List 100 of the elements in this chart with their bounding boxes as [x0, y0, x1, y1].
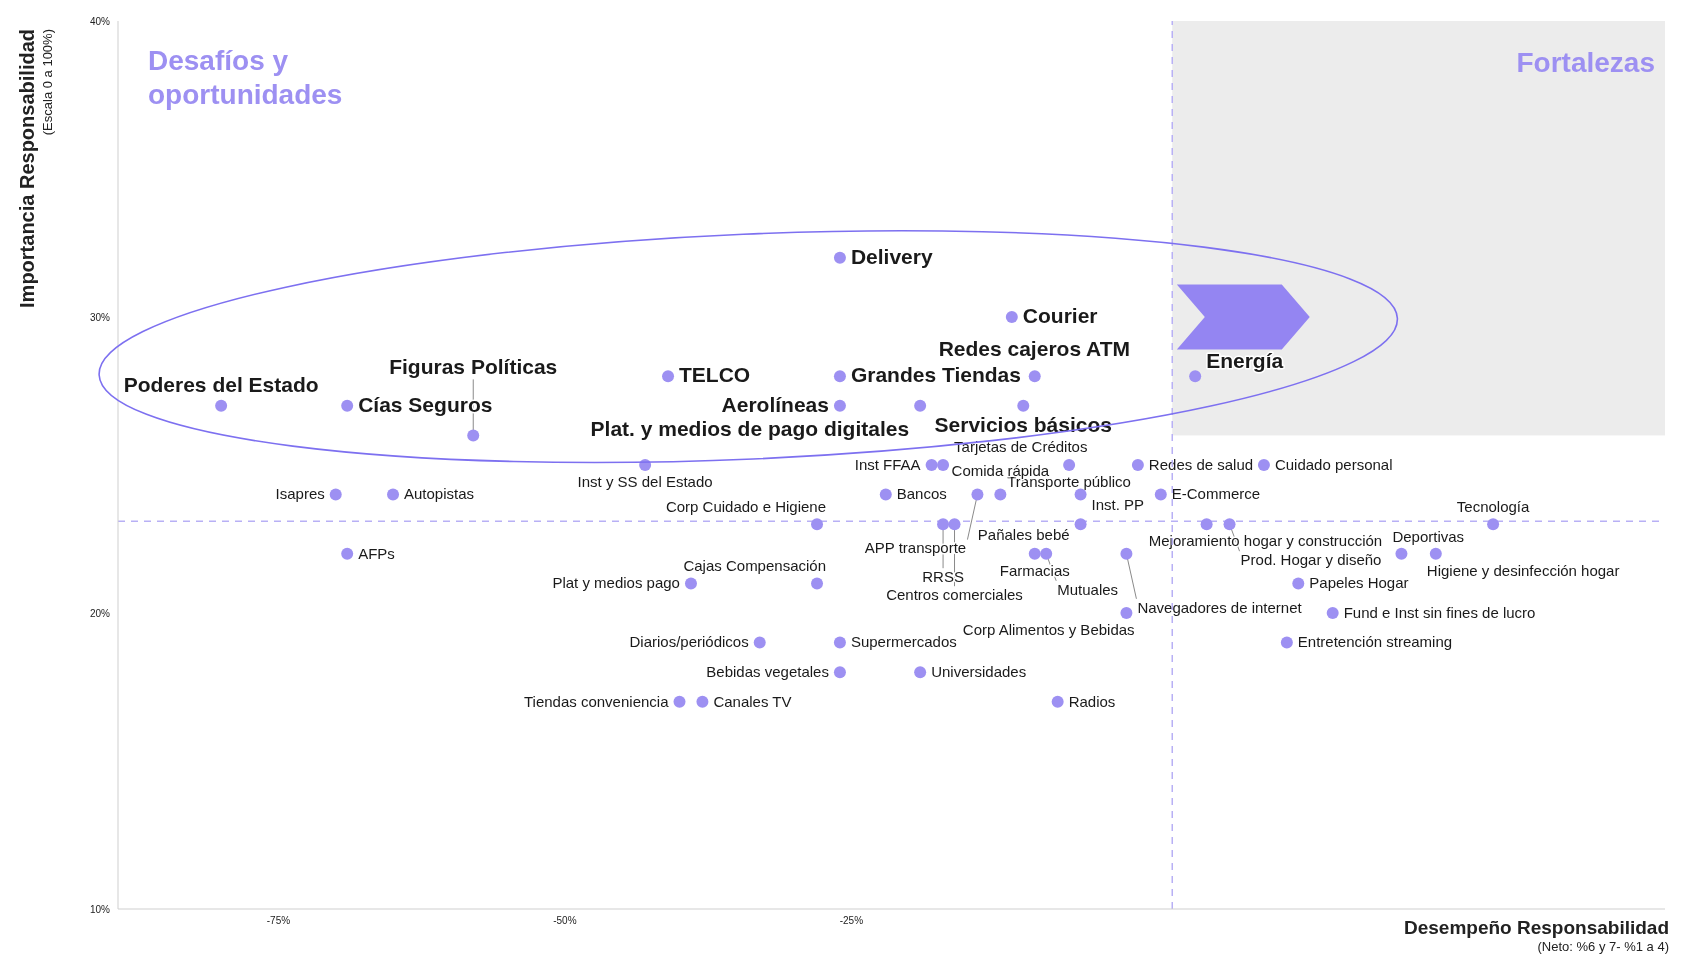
annotation: AFPs	[358, 544, 395, 562]
annotation: Prod. Hogar y diseño	[1240, 551, 1382, 568]
point	[1487, 518, 1500, 531]
annotation: Poderes del Estado	[123, 372, 319, 396]
annotation: Radios	[1068, 692, 1116, 710]
annotation: Inst FFAA	[854, 455, 921, 473]
point	[673, 695, 686, 708]
y-axis-title: Importancia Responsabilidad	[16, 29, 38, 308]
point	[914, 666, 927, 679]
annotation: Pañales bebé	[977, 526, 1070, 543]
point	[948, 518, 961, 531]
annotation: Grandes Tiendas	[850, 363, 1021, 387]
point	[833, 370, 846, 383]
point	[1154, 488, 1167, 501]
annotation: Cuidado personal	[1274, 455, 1393, 473]
annotation: Courier	[1022, 304, 1098, 328]
annotation: Cías Seguros	[358, 392, 493, 416]
point	[1040, 547, 1053, 560]
annotation: Inst y SS del Estado	[577, 472, 713, 490]
point	[753, 636, 766, 649]
y-tick-label: 20%	[89, 607, 111, 619]
point	[937, 459, 950, 471]
point	[879, 488, 892, 501]
y-tick-label: 30%	[89, 311, 111, 323]
point	[1074, 488, 1087, 501]
point	[833, 666, 846, 679]
point	[1063, 459, 1076, 471]
annotation: Mejoramiento hogar y construcción	[1148, 532, 1383, 549]
annotation: Figuras Políticas	[389, 354, 558, 378]
annotation: Inst. PP	[1091, 496, 1145, 514]
annotation: Supermercados	[850, 633, 957, 651]
point	[1292, 577, 1305, 590]
annotation: Navegadores de internet	[1137, 598, 1303, 616]
point	[341, 399, 354, 412]
point	[1028, 547, 1041, 560]
annotation: Centros comerciales	[886, 586, 1023, 603]
annotation: Diarios/periódicos	[629, 633, 749, 651]
point	[914, 399, 927, 412]
y-tick-label: 40%	[89, 15, 111, 27]
point	[684, 577, 697, 590]
text: (Neto: %6 y 7- %1 a 4)	[1537, 939, 1669, 954]
annotation: TELCO	[679, 363, 751, 387]
annotation: Canales TV	[713, 692, 792, 710]
annotation: Isapres	[275, 485, 325, 503]
annotation: Fund e Inst sin fines de lucro	[1343, 603, 1536, 621]
point	[1326, 607, 1339, 619]
annotation: E-Commerce	[1171, 485, 1261, 503]
point	[1131, 459, 1144, 471]
annotation: Fortalezas	[1516, 47, 1655, 78]
point	[811, 518, 824, 531]
point	[811, 577, 824, 590]
point	[341, 547, 354, 560]
point	[833, 251, 846, 264]
point	[833, 399, 846, 412]
annotation: Deportivas	[1392, 527, 1465, 545]
y-tick-label: 10%	[89, 903, 111, 915]
annotation: Cajas Compensación	[683, 557, 827, 575]
point	[696, 695, 709, 708]
annotation: Plat. y medios de pago digitales	[590, 416, 910, 440]
annotation: RRSS	[922, 568, 964, 585]
point	[1017, 399, 1030, 412]
annotation: Delivery	[850, 244, 933, 268]
point	[937, 518, 950, 531]
x-axis-title: Desempeño Responsabilidad	[1403, 917, 1669, 938]
annotation: Aerolíneas	[721, 392, 829, 416]
text: (Escala 0 a 100%)	[40, 29, 55, 136]
point	[387, 488, 400, 501]
point	[329, 488, 342, 501]
x-tick-label: -50%	[553, 915, 577, 927]
point	[994, 488, 1007, 501]
point	[1200, 518, 1213, 531]
annotation: Tarjetas de Créditos	[954, 437, 1088, 455]
annotation: Desafíos y oportunidades	[148, 44, 344, 112]
annotation: Papeles Hogar	[1309, 574, 1409, 592]
point	[1074, 518, 1087, 531]
annotation: Mutuales	[1057, 580, 1119, 598]
point	[1395, 547, 1408, 560]
point	[1051, 695, 1064, 708]
point	[1028, 370, 1041, 383]
point	[662, 370, 675, 383]
point	[1280, 636, 1293, 649]
annotation: Redes de salud	[1148, 455, 1254, 473]
point	[1429, 547, 1442, 560]
annotation: Farmacias	[999, 561, 1070, 579]
annotation: Redes cajeros ATM	[938, 337, 1131, 361]
point	[467, 429, 480, 442]
annotation: Corp Cuidado e Higiene	[665, 498, 827, 515]
annotation: Universidades	[931, 663, 1027, 680]
point	[925, 459, 938, 471]
annotation: Entretención streaming	[1297, 633, 1453, 651]
annotation: Corp Alimentos y Bebidas	[962, 620, 1135, 638]
point	[215, 399, 228, 412]
annotation: Autopistas	[404, 485, 475, 503]
annotation: Bebidas vegetales	[706, 663, 829, 680]
point	[833, 636, 846, 649]
annotation: Tecnología	[1456, 498, 1531, 515]
point	[971, 488, 984, 501]
annotation: Bancos	[896, 485, 947, 503]
point	[1223, 518, 1236, 531]
annotation: APP transporte	[864, 539, 967, 557]
